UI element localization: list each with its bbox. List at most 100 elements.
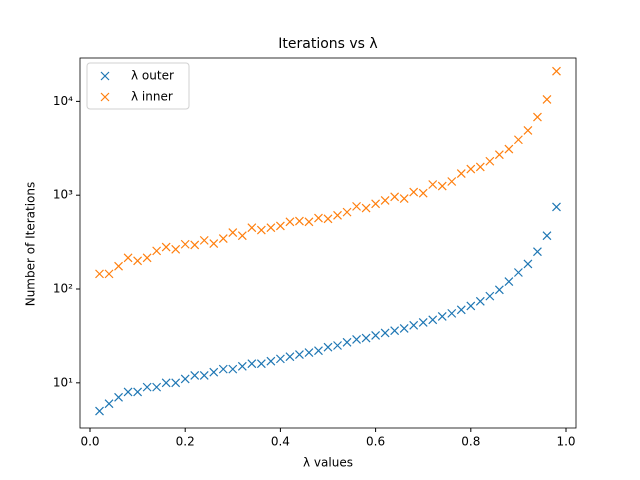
marker: [180, 374, 190, 384]
marker: [247, 223, 257, 233]
marker: [266, 356, 276, 366]
marker: [190, 370, 200, 380]
legend-marker: [100, 71, 110, 81]
marker: [552, 66, 561, 76]
marker: [447, 308, 457, 318]
marker: [494, 285, 504, 295]
marker: [542, 94, 552, 104]
marker: [304, 348, 314, 358]
marker: [504, 144, 514, 154]
marker: [256, 359, 266, 369]
marker: [552, 202, 561, 212]
marker: [266, 223, 276, 233]
marker: [133, 256, 143, 266]
marker: [437, 312, 447, 321]
marker: [456, 305, 466, 315]
marker: [485, 291, 495, 301]
marker: [295, 350, 304, 360]
marker: [190, 240, 200, 250]
marker: [380, 195, 390, 205]
marker: [475, 296, 485, 306]
marker: [171, 244, 181, 254]
y-axis-label: Number of Iterations: [24, 182, 38, 307]
x-tick-label: 0.6: [366, 435, 385, 449]
marker: [133, 387, 143, 397]
marker: [123, 387, 133, 397]
marker: [390, 192, 400, 202]
marker: [333, 341, 342, 350]
x-tick-label: 0.4: [271, 435, 290, 449]
marker: [161, 378, 171, 388]
marker: [256, 225, 266, 235]
marker: [95, 269, 104, 279]
marker: [275, 221, 285, 231]
marker: [409, 320, 419, 330]
marker: [218, 364, 228, 374]
marker: [494, 150, 504, 160]
x-tick-label: 0.2: [176, 435, 195, 449]
marker: [466, 301, 476, 311]
marker: [409, 187, 419, 197]
marker: [209, 367, 219, 377]
x-axis-label: λ values: [303, 456, 353, 470]
x-tick-label: 0.8: [461, 435, 480, 449]
x-tick-label: 0.0: [80, 435, 99, 449]
legend-marker: [100, 92, 110, 102]
legend-label: λ outer: [131, 69, 174, 83]
marker: [295, 216, 304, 226]
marker: [371, 331, 381, 340]
marker: [323, 342, 333, 352]
marker: [533, 247, 542, 257]
chart-title: Iterations vs λ: [278, 36, 377, 52]
marker: [342, 337, 352, 347]
marker: [199, 235, 209, 245]
marker: [142, 382, 152, 392]
marker: [533, 112, 542, 122]
y-tick-label: 10⁴: [53, 94, 73, 108]
marker: [428, 315, 438, 325]
marker: [161, 242, 171, 252]
marker: [209, 239, 219, 249]
x-tick-label: 1.0: [556, 435, 575, 449]
marker: [275, 354, 285, 364]
marker: [542, 231, 552, 241]
marker: [285, 217, 295, 227]
marker: [333, 210, 342, 220]
marker: [314, 346, 323, 356]
marker: [323, 214, 333, 224]
marker: [361, 333, 371, 343]
marker: [418, 188, 428, 198]
marker: [437, 181, 447, 191]
marker: [104, 269, 114, 279]
marker: [95, 406, 104, 416]
marker: [352, 335, 361, 344]
marker: [237, 361, 247, 371]
marker: [513, 268, 523, 277]
marker: [390, 326, 400, 336]
marker: [371, 199, 381, 209]
marker: [447, 177, 457, 186]
marker: [342, 207, 352, 217]
marker: [475, 162, 485, 172]
marker: [523, 259, 533, 269]
plot-frame: [79, 57, 577, 429]
marker: [513, 135, 523, 145]
marker: [380, 328, 390, 338]
y-tick-label: 10¹: [53, 375, 73, 389]
marker: [237, 231, 247, 241]
marker: [399, 324, 409, 333]
marker: [199, 370, 209, 380]
marker: [285, 352, 295, 362]
marker: [466, 164, 476, 174]
marker: [352, 201, 361, 211]
marker: [152, 246, 162, 256]
legend-box: [86, 62, 190, 110]
marker: [142, 253, 152, 263]
marker: [504, 277, 514, 287]
marker: [428, 180, 438, 189]
marker: [304, 217, 314, 227]
marker: [104, 399, 114, 409]
legend-label: λ inner: [131, 90, 173, 104]
marker: [152, 382, 162, 392]
